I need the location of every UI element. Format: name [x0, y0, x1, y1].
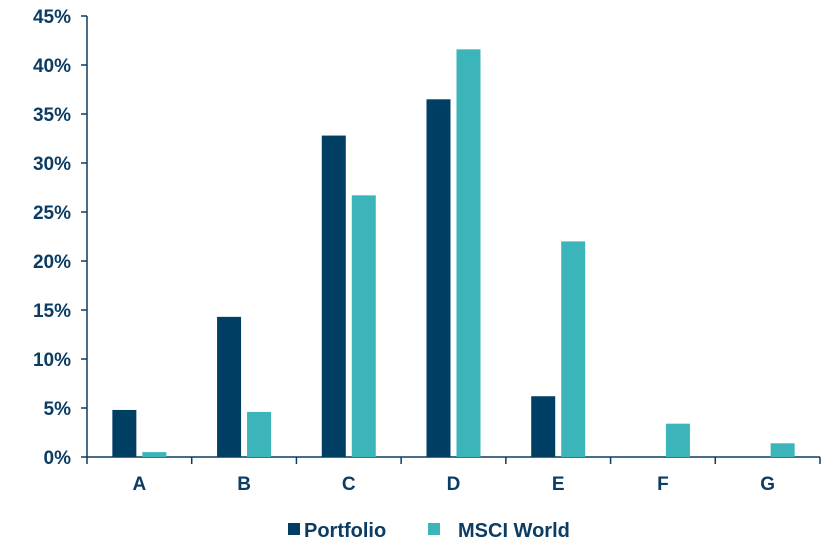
x-category-label: F — [657, 474, 669, 495]
x-category-label: A — [132, 474, 146, 495]
y-tick-label: 0% — [44, 448, 72, 469]
y-tick-label: 10% — [33, 350, 71, 371]
y-tick-label: 15% — [33, 301, 71, 322]
bar-msci-world-c — [351, 195, 376, 457]
bar-msci-world-f — [665, 423, 690, 457]
bar-msci-world-e — [561, 241, 586, 457]
bar-portfolio-c — [321, 135, 346, 457]
bar-msci-world-g — [770, 443, 795, 457]
legend-swatch-msci-world — [428, 523, 440, 535]
y-tick-label: 40% — [33, 56, 71, 77]
bar-portfolio-e — [531, 396, 556, 457]
bar-portfolio-d — [426, 99, 451, 458]
y-tick-label: 25% — [33, 203, 71, 224]
bars — [112, 49, 795, 458]
x-category-label: B — [237, 474, 251, 495]
x-category-label: G — [760, 474, 775, 495]
x-axis: A B C D E F G — [86, 456, 821, 495]
bar-msci-world-b — [247, 411, 272, 457]
bar-portfolio-b — [217, 316, 242, 457]
bar-msci-world-d — [456, 49, 481, 457]
legend-swatch-portfolio — [288, 523, 300, 535]
bar-portfolio-a — [112, 409, 137, 457]
x-category-label: E — [552, 474, 565, 495]
y-tick-label: 35% — [33, 105, 71, 126]
y-tick-label: 20% — [33, 252, 71, 273]
y-tick-label: 5% — [44, 399, 72, 420]
x-category-label: C — [342, 474, 356, 495]
y-axis: 0% 5% 10% 15% 20% 25% 30% 35% 40% 45% — [33, 7, 88, 469]
x-category-label: D — [447, 474, 461, 495]
bar-msci-world-a — [142, 452, 167, 457]
y-tick-label: 30% — [33, 154, 71, 175]
y-tick-label: 45% — [33, 7, 71, 28]
legend-label-portfolio: Portfolio — [304, 520, 386, 542]
legend: Portfolio MSCI World — [288, 520, 570, 542]
legend-label-msci-world: MSCI World — [458, 520, 570, 542]
